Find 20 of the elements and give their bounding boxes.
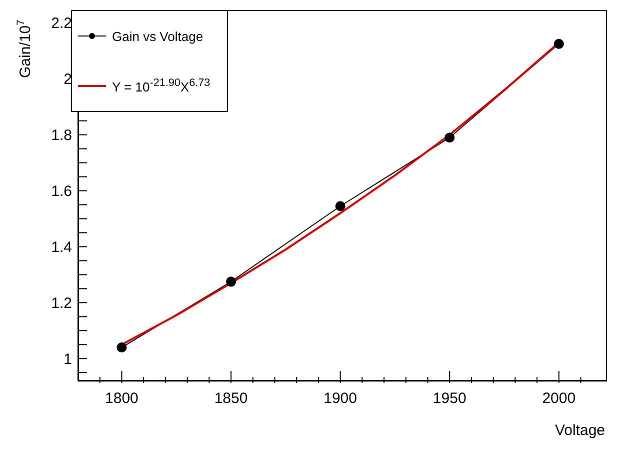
x-tick-label: 1800 <box>105 390 138 407</box>
legend-label: Gain vs Voltage <box>112 28 204 44</box>
x-tick-label: 2000 <box>542 390 576 407</box>
point <box>116 342 127 352</box>
x-tick-label: 1950 <box>432 390 466 407</box>
x-tick-label: 1850 <box>214 390 248 407</box>
y-tick-label: 1.4 <box>51 239 72 256</box>
point <box>335 201 346 212</box>
legend-label: Y = 10$^{-21.90}$X$^{6.73}$ <box>112 77 210 95</box>
y-tick-label: 1 <box>64 350 72 368</box>
y-tick-label: 1.8 <box>51 127 72 144</box>
y-tick-label: 1.6 <box>51 183 72 200</box>
y-tick-label: 2 <box>64 71 72 88</box>
y-tick-label: 1.2 <box>51 294 72 312</box>
point <box>554 38 564 49</box>
x-axis-title: Voltage <box>554 422 605 439</box>
y-tick-label: 2.2 <box>51 15 72 32</box>
point <box>444 132 455 143</box>
x-tick-label: 1900 <box>324 390 357 407</box>
point <box>226 276 236 287</box>
